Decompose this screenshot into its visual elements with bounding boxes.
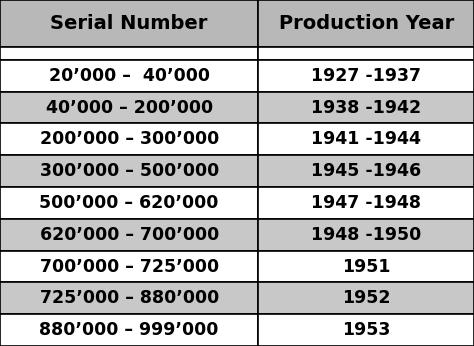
Text: 1948 -1950: 1948 -1950 xyxy=(311,226,421,244)
Text: 500’000 – 620’000: 500’000 – 620’000 xyxy=(39,194,219,212)
Bar xyxy=(0,47,258,60)
Bar xyxy=(258,60,474,92)
Bar xyxy=(0,251,258,282)
Bar xyxy=(258,282,474,314)
Text: 700’000 – 725’000: 700’000 – 725’000 xyxy=(40,257,219,275)
Text: 1951: 1951 xyxy=(342,257,391,275)
Text: 300’000 – 500’000: 300’000 – 500’000 xyxy=(39,162,219,180)
Bar xyxy=(0,124,258,155)
Text: 1952: 1952 xyxy=(342,289,391,307)
Bar xyxy=(0,155,258,187)
Bar xyxy=(258,314,474,346)
Text: 725’000 – 880’000: 725’000 – 880’000 xyxy=(39,289,219,307)
Text: 200’000 – 300’000: 200’000 – 300’000 xyxy=(39,130,219,148)
Bar xyxy=(0,187,258,219)
Bar xyxy=(258,219,474,251)
Bar xyxy=(0,314,258,346)
Bar xyxy=(258,251,474,282)
Text: 1945 -1946: 1945 -1946 xyxy=(311,162,421,180)
Text: 1941 -1944: 1941 -1944 xyxy=(311,130,421,148)
Text: 1927 -1937: 1927 -1937 xyxy=(311,67,421,85)
Bar xyxy=(0,92,258,124)
Bar xyxy=(258,124,474,155)
Text: 40’000 – 200’000: 40’000 – 200’000 xyxy=(46,99,213,117)
Text: Serial Number: Serial Number xyxy=(50,14,208,33)
Bar xyxy=(258,92,474,124)
Bar xyxy=(0,60,258,92)
Text: 1953: 1953 xyxy=(342,321,391,339)
Bar xyxy=(0,219,258,251)
Bar xyxy=(258,187,474,219)
Bar xyxy=(0,282,258,314)
Text: 1947 -1948: 1947 -1948 xyxy=(311,194,421,212)
Bar xyxy=(258,47,474,60)
Text: Production Year: Production Year xyxy=(279,14,454,33)
Text: 620’000 – 700’000: 620’000 – 700’000 xyxy=(39,226,219,244)
Bar xyxy=(258,0,474,47)
Bar xyxy=(258,155,474,187)
Text: 1938 -1942: 1938 -1942 xyxy=(311,99,421,117)
Bar xyxy=(0,0,258,47)
Text: 20’000 –  40’000: 20’000 – 40’000 xyxy=(49,67,210,85)
Text: 880’000 – 999’000: 880’000 – 999’000 xyxy=(39,321,219,339)
